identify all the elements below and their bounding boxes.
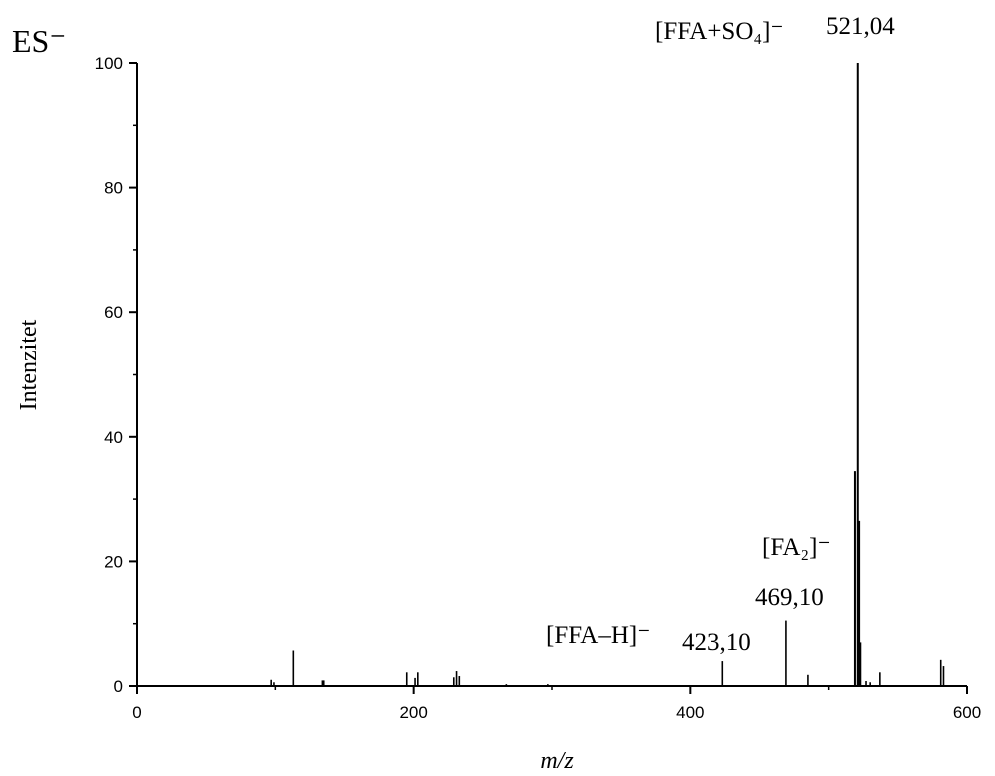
x-tick-label: 400 (676, 703, 704, 722)
y-tick-label: 80 (104, 179, 123, 198)
y-tick-label: 0 (114, 677, 123, 696)
peak-series (270, 63, 945, 686)
x-axis: 0 200 400 600 (132, 686, 981, 722)
x-tick-label: 200 (399, 703, 427, 722)
annotation-mz-469: 469,10 (755, 584, 824, 611)
y-tick-label: 100 (95, 54, 123, 73)
peak-annotations: [FFA+SO₄]⁻ 521,04 [FA₂]⁻ 469,10 [FFA–H]⁻… (546, 13, 895, 656)
y-tick-label: 40 (104, 428, 123, 447)
annotation-mz-423: 423,10 (682, 629, 751, 656)
y-tick-label: 20 (104, 552, 123, 571)
x-tick-label: 600 (953, 703, 981, 722)
ionization-mode-label: ES⁻ (12, 23, 66, 59)
y-tick-label: 60 (104, 303, 123, 322)
x-tick-label: 0 (132, 703, 141, 722)
annotation-ion-ffa-so4: [FFA+SO₄]⁻ (655, 18, 784, 45)
annotation-ion-fa2: [FA₂]⁻ (762, 534, 831, 561)
annotation-mz-521: 521,04 (826, 13, 895, 40)
x-axis-label: m/z (540, 748, 574, 774)
y-axis-label: Intenzitet (16, 319, 42, 410)
annotation-ion-ffa-h: [FFA–H]⁻ (546, 622, 650, 649)
y-axis: 0 20 40 60 80 100 (95, 54, 137, 696)
